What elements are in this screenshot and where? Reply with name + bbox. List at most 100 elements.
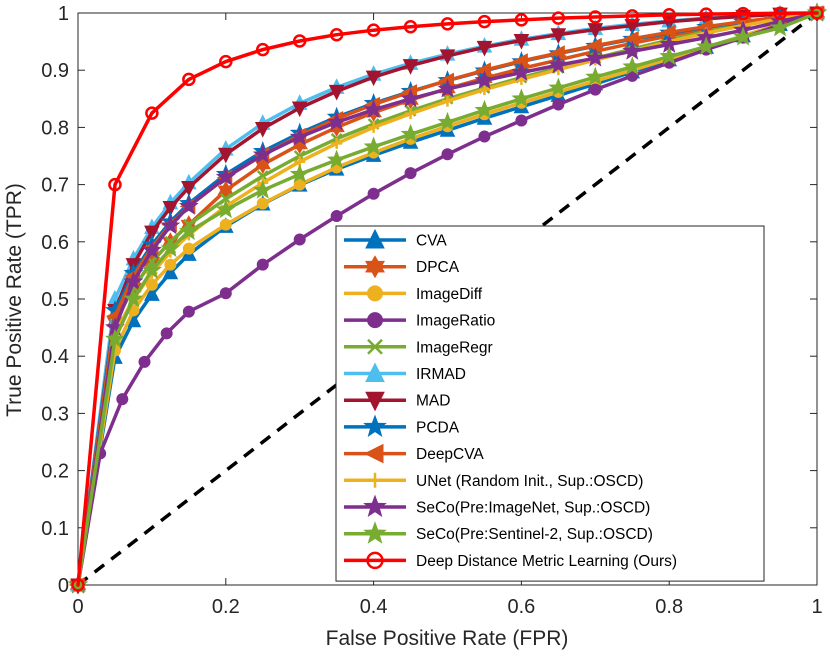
data-point-deep-distance-metric-learning-ours [514, 13, 529, 27]
x-tick-label: 0.8 [655, 596, 683, 618]
legend-label-deepcva: DeepCVA [416, 446, 484, 463]
data-point-deepcva [512, 53, 528, 69]
data-point-mad [513, 33, 530, 50]
legend-marker-imagediff [367, 285, 383, 302]
data-point-seco-pre-imagenet-sup-oscd [400, 88, 421, 108]
data-point-deep-distance-metric-learning-ours [773, 6, 787, 21]
data-point-imageratio [160, 327, 173, 340]
data-point-deep-distance-metric-learning-ours [182, 72, 196, 87]
data-point-imageratio [293, 233, 306, 246]
legend-label-seco-pre-imagenet-sup-oscd: SeCo(Pre:ImageNet, Sup.:OSCD) [416, 500, 650, 517]
legend-marker-imageregr [367, 338, 383, 355]
y-tick-label: 0.9 [41, 60, 69, 82]
data-point-deep-distance-metric-learning-ours [625, 9, 639, 23]
x-tick-label: 0.4 [360, 596, 388, 618]
data-point-imageratio [219, 287, 232, 300]
legend-label-cva: CVA [416, 233, 447, 250]
legend-label-imageratio: ImageRatio [416, 313, 495, 330]
data-point-deepcva [660, 24, 676, 41]
y-tick-label: 0.5 [41, 289, 69, 311]
series-seco-pre-sentinel-2-sup-oscd [68, 2, 827, 594]
data-point-seco-pre-sentinel-2-sup-oscd [474, 99, 495, 119]
legend-item-unet-random-init-sup-oscd: UNet (Random Init., Sup.:OSCD) [344, 473, 643, 490]
legend-marker-mad [365, 391, 385, 412]
data-point-imageratio [330, 210, 343, 223]
data-point-deepcva [549, 45, 565, 61]
legend-marker-cva [365, 228, 385, 249]
data-point-imagediff [256, 197, 269, 210]
data-point-imageratio [478, 130, 491, 143]
legend-marker-seco-pre-sentinel-2-sup-oscd [363, 521, 387, 544]
data-point-deep-distance-metric-learning-ours [440, 17, 455, 31]
data-point-mad [217, 147, 234, 164]
x-tick-label: 1 [811, 596, 822, 618]
data-point-imagediff [219, 218, 232, 231]
data-point-deep-distance-metric-learning-ours [810, 6, 824, 20]
legend-label-pcda: PCDA [416, 419, 460, 436]
data-point-deep-distance-metric-learning-ours [366, 23, 381, 37]
data-point-unet-random-init-sup-oscd [368, 121, 380, 133]
legend-marker-deep-distance-metric-learning-ours [366, 551, 384, 570]
data-point-imageratio [441, 148, 454, 161]
data-point-deep-distance-metric-learning-ours [108, 177, 122, 192]
data-point-unet-random-init-sup-oscd [405, 108, 417, 120]
y-tick-label: 0.3 [41, 403, 69, 425]
x-tick-label: 0.6 [507, 596, 535, 618]
legend-item-imagediff: ImageDiff [344, 285, 483, 303]
data-point-deepcva [586, 37, 602, 54]
data-point-deep-distance-metric-learning-ours [588, 10, 603, 24]
data-point-imageratio [589, 83, 602, 96]
data-point-seco-pre-sentinel-2-sup-oscd [141, 259, 162, 279]
y-tick-label: 0.8 [41, 117, 69, 139]
legend-item-seco-pre-imagenet-sup-oscd: SeCo(Pre:ImageNet, Sup.:OSCD) [344, 494, 650, 518]
data-point-seco-pre-sentinel-2-sup-oscd [178, 221, 199, 240]
legend-label-unet-random-init-sup-oscd: UNet (Random Init., Sup.:OSCD) [416, 473, 643, 490]
y-tick-label: 0.2 [41, 461, 69, 483]
data-point-seco-pre-imagenet-sup-oscd [363, 99, 384, 119]
data-point-unet-random-init-sup-oscd [478, 84, 490, 96]
data-point-imageratio [138, 355, 151, 368]
data-point-seco-pre-imagenet-sup-oscd [511, 62, 532, 81]
data-point-imageratio [515, 114, 528, 127]
legend-marker-seco-pre-imagenet-sup-oscd [363, 494, 387, 518]
data-point-seco-pre-sentinel-2-sup-oscd [437, 111, 458, 131]
y-axis-label: True Positive Rate (TPR) [3, 183, 26, 417]
data-point-seco-pre-imagenet-sup-oscd [215, 166, 236, 186]
data-point-deepcva [623, 30, 639, 47]
legend-item-seco-pre-sentinel-2-sup-oscd: SeCo(Pre:Sentinel-2, Sup.:OSCD) [344, 521, 653, 544]
legend-item-cva: CVA [344, 228, 447, 250]
data-point-seco-pre-imagenet-sup-oscd [585, 47, 606, 67]
data-point-seco-pre-sentinel-2-sup-oscd [400, 123, 421, 143]
legend-label-dpca: DPCA [416, 259, 460, 276]
legend-label-seco-pre-sentinel-2-sup-oscd: SeCo(Pre:Sentinel-2, Sup.:OSCD) [416, 526, 653, 543]
data-point-imageratio [256, 258, 269, 271]
legend-item-imageratio: ImageRatio [344, 312, 495, 330]
data-point-seco-pre-imagenet-sup-oscd [178, 195, 199, 215]
data-point-imageratio [367, 187, 380, 200]
legend-label-mad: MAD [416, 393, 450, 410]
data-point-seco-pre-imagenet-sup-oscd [437, 78, 458, 98]
legend-marker-imageratio [367, 312, 383, 329]
y-tick-label: 0.1 [41, 518, 69, 540]
data-point-seco-pre-sentinel-2-sup-oscd [363, 136, 384, 156]
data-point-seco-pre-sentinel-2-sup-oscd [215, 199, 236, 219]
data-point-seco-pre-imagenet-sup-oscd [548, 54, 569, 74]
data-point-seco-pre-sentinel-2-sup-oscd [733, 26, 754, 46]
x-tick-label: 0.2 [212, 596, 240, 618]
series-deep-distance-metric-learning-ours [71, 6, 824, 592]
data-point-mad [181, 180, 197, 197]
data-point-deep-distance-metric-learning-ours [699, 7, 713, 21]
data-point-imageratio [404, 167, 417, 180]
data-point-deep-distance-metric-learning-ours [736, 6, 750, 21]
y-tick-label: 0.7 [41, 175, 69, 197]
data-point-seco-pre-imagenet-sup-oscd [252, 144, 273, 164]
data-point-unet-random-init-sup-oscd [442, 95, 453, 107]
data-point-seco-pre-imagenet-sup-oscd [289, 126, 310, 146]
data-point-deep-distance-metric-learning-ours [71, 578, 85, 592]
legend-item-irmad: IRMAD [344, 362, 466, 383]
data-point-seco-pre-sentinel-2-sup-oscd [289, 163, 310, 183]
data-point-deep-distance-metric-learning-ours [256, 42, 270, 57]
data-point-deep-distance-metric-learning-ours [219, 54, 233, 69]
data-point-cva [144, 285, 160, 301]
legend: CVA DPCA ImageDiff ImageRatio ImageRegr IRMAD… [335, 225, 765, 582]
